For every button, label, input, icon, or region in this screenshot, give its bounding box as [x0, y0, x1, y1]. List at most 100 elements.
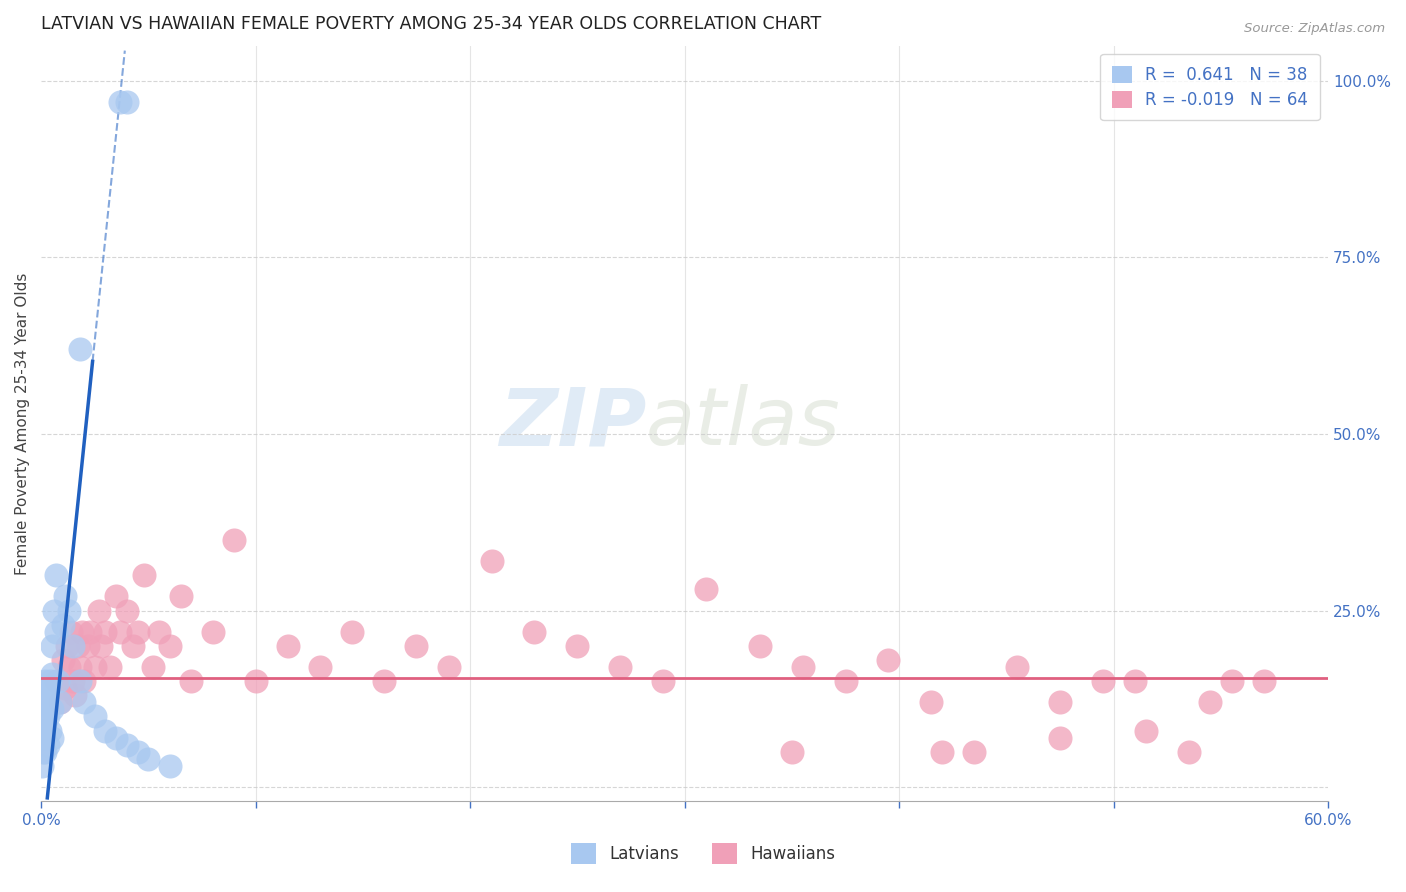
Point: [51, 653, 73, 667]
Point: [37, 709, 59, 723]
Point: [695, 582, 717, 597]
Point: [437, 660, 460, 674]
Point: [1123, 674, 1146, 689]
Point: [83, 660, 105, 674]
Point: [37, 681, 59, 695]
Point: [45, 674, 67, 689]
Point: [138, 752, 160, 766]
Point: [69, 343, 91, 357]
Point: [748, 639, 770, 653]
Point: [45, 624, 67, 639]
Point: [110, 624, 132, 639]
Point: [51, 617, 73, 632]
Point: [405, 639, 427, 653]
Point: [34, 695, 56, 709]
Legend: Latvians, Hawaiians: Latvians, Hawaiians: [564, 837, 842, 871]
Point: [49, 695, 72, 709]
Point: [122, 639, 145, 653]
Point: [34, 674, 56, 689]
Point: [277, 639, 299, 653]
Point: [834, 674, 856, 689]
Text: LATVIAN VS HAWAIIAN FEMALE POVERTY AMONG 25-34 YEAR OLDS CORRELATION CHART: LATVIAN VS HAWAIIAN FEMALE POVERTY AMONG…: [41, 15, 821, 33]
Point: [780, 745, 803, 759]
Text: Source: ZipAtlas.com: Source: ZipAtlas.com: [1244, 22, 1385, 36]
Point: [98, 660, 121, 674]
Point: [920, 695, 942, 709]
Point: [169, 590, 191, 604]
Point: [32, 723, 55, 738]
Point: [42, 603, 65, 617]
Point: [90, 639, 112, 653]
Point: [53, 681, 76, 695]
Point: [31, 759, 53, 773]
Point: [34, 716, 56, 731]
Point: [132, 568, 155, 582]
Point: [1253, 674, 1275, 689]
Point: [65, 688, 87, 702]
Point: [32, 709, 55, 723]
Point: [32, 695, 55, 709]
Point: [1220, 674, 1243, 689]
Point: [73, 674, 96, 689]
Point: [62, 639, 84, 653]
Point: [83, 709, 105, 723]
Point: [373, 674, 395, 689]
Point: [105, 590, 128, 604]
Point: [62, 674, 84, 689]
Point: [224, 533, 246, 547]
Point: [41, 702, 63, 716]
Point: [49, 695, 72, 709]
Point: [1049, 695, 1071, 709]
Point: [38, 723, 60, 738]
Point: [53, 590, 76, 604]
Point: [73, 695, 96, 709]
Point: [1091, 674, 1114, 689]
Point: [115, 95, 138, 110]
Point: [159, 759, 181, 773]
Point: [58, 660, 80, 674]
Point: [66, 639, 89, 653]
Point: [245, 674, 267, 689]
Point: [46, 674, 69, 689]
Point: [652, 674, 675, 689]
Point: [32, 745, 55, 759]
Point: [94, 723, 117, 738]
Point: [877, 653, 900, 667]
Point: [69, 660, 91, 674]
Point: [1135, 723, 1157, 738]
Point: [38, 674, 60, 689]
Point: [56, 639, 79, 653]
Point: [148, 624, 170, 639]
Point: [87, 603, 110, 617]
Point: [37, 738, 59, 752]
Point: [34, 731, 56, 745]
Point: [142, 660, 165, 674]
Point: [340, 624, 363, 639]
Text: ZIP: ZIP: [499, 384, 645, 462]
Point: [60, 624, 83, 639]
Point: [1049, 731, 1071, 745]
Point: [41, 731, 63, 745]
Point: [45, 568, 67, 582]
Point: [70, 624, 93, 639]
Point: [127, 745, 149, 759]
Point: [201, 624, 224, 639]
Point: [309, 660, 332, 674]
Point: [34, 745, 56, 759]
Y-axis label: Female Poverty Among 25-34 Year Olds: Female Poverty Among 25-34 Year Olds: [15, 272, 30, 574]
Point: [523, 624, 546, 639]
Point: [127, 624, 149, 639]
Point: [931, 745, 953, 759]
Point: [1199, 695, 1222, 709]
Point: [41, 667, 63, 681]
Point: [115, 738, 138, 752]
Point: [94, 624, 117, 639]
Point: [1177, 745, 1199, 759]
Point: [58, 603, 80, 617]
Point: [963, 745, 986, 759]
Point: [110, 95, 132, 110]
Legend: R =  0.641   N = 38, R = -0.019   N = 64: R = 0.641 N = 38, R = -0.019 N = 64: [1101, 54, 1320, 120]
Point: [79, 624, 101, 639]
Point: [609, 660, 631, 674]
Point: [567, 639, 589, 653]
